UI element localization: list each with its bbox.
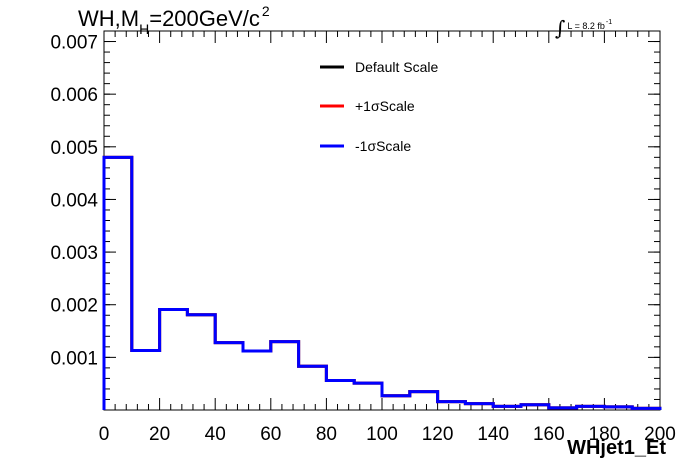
x-tick-label: 140 bbox=[477, 424, 509, 445]
x-tick-label: 20 bbox=[149, 424, 170, 445]
x-tick-label: 80 bbox=[316, 424, 337, 445]
y-tick-label: 0.006 bbox=[50, 85, 98, 106]
legend-label: Default Scale bbox=[355, 59, 438, 75]
x-tick-label: 160 bbox=[533, 424, 565, 445]
x-tick-label: 60 bbox=[260, 424, 281, 445]
luminosity-exponent: -1 bbox=[605, 19, 613, 26]
legend-label: +1σScale bbox=[355, 98, 415, 114]
luminosity-label: ∫ L = 8.2 fb-1 bbox=[555, 10, 613, 40]
plot-frame bbox=[103, 30, 661, 411]
integral-symbol: ∫ bbox=[555, 16, 566, 40]
histogram-series-2 bbox=[102, 155, 662, 410]
x-tick-label: 120 bbox=[422, 424, 454, 445]
y-tick-label: 0.002 bbox=[50, 296, 98, 317]
y-axis: 0.001 0.002 0.003 0.004 0.005 0.006 0.007 bbox=[50, 30, 660, 400]
title-prefix: WH,M bbox=[78, 6, 140, 31]
y-tick-label: 0.003 bbox=[50, 243, 98, 264]
y-tick-label: 0.001 bbox=[50, 348, 98, 369]
y-tick-label: 0.004 bbox=[50, 190, 98, 211]
x-tick-label: 200 bbox=[644, 424, 676, 445]
x-tick-label: 40 bbox=[205, 424, 226, 445]
series-group bbox=[102, 155, 662, 410]
legend: Default Scale +1σScale -1σScale bbox=[320, 59, 438, 154]
x-tick-label: 0 bbox=[99, 424, 110, 445]
title-superscript: 2 bbox=[261, 3, 270, 19]
histogram-series-1 bbox=[102, 155, 662, 410]
chart-title: WH,MH=200GeV/c 2 bbox=[78, 3, 270, 37]
histogram-series-3 bbox=[102, 155, 662, 410]
y-tick-label: 0.005 bbox=[50, 138, 98, 159]
y-tick-label: 0.007 bbox=[50, 33, 98, 54]
x-axis: 0 20 40 60 80 100 120 140 160 180 200 bbox=[99, 31, 676, 445]
x-axis-label: WHjet1_Et bbox=[567, 437, 666, 459]
title-value: =200GeV/c bbox=[149, 6, 260, 31]
title-subscript: H bbox=[139, 21, 150, 37]
luminosity-text: L = 8.2 fb bbox=[567, 21, 605, 31]
x-tick-label: 180 bbox=[589, 424, 621, 445]
x-tick-label: 100 bbox=[366, 424, 398, 445]
legend-label: -1σScale bbox=[355, 138, 411, 154]
